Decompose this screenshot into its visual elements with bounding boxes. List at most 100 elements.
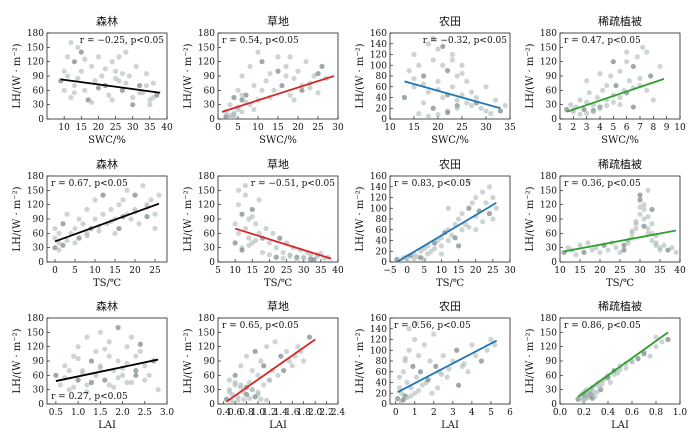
- y-tick-label: 60: [204, 229, 216, 239]
- data-point: [249, 367, 255, 374]
- data-point: [669, 245, 675, 251]
- data-point: [57, 382, 63, 388]
- y-tick-label: 180: [27, 29, 44, 39]
- y-tick-label: 90: [204, 215, 216, 225]
- data-point: [231, 94, 237, 101]
- y-tick-label: 60: [33, 371, 45, 381]
- data-point: [414, 320, 420, 326]
- y-tick-label: 40: [376, 379, 388, 389]
- data-point: [88, 358, 95, 364]
- y-tick-label: 90: [33, 215, 45, 225]
- data-point: [133, 63, 139, 70]
- x-tick-label: 1.6: [285, 408, 300, 418]
- data-point: [249, 214, 255, 220]
- data-point: [459, 62, 465, 68]
- y-tick-label: 120: [27, 343, 44, 353]
- data-point: [446, 366, 452, 372]
- data-point: [438, 371, 445, 378]
- data-point: [270, 230, 276, 236]
- data-point: [119, 71, 126, 77]
- data-point: [242, 192, 249, 198]
- data-point: [259, 87, 265, 93]
- panel-title: 农田: [439, 299, 461, 313]
- data-point: [116, 225, 122, 232]
- y-tick-label: 40: [376, 237, 388, 247]
- data-point: [421, 100, 427, 106]
- data-point: [88, 99, 95, 105]
- data-point: [243, 391, 250, 398]
- data-point: [600, 87, 606, 93]
- data-point: [415, 387, 422, 394]
- x-tick-label: 30: [298, 266, 310, 276]
- data-point: [301, 254, 307, 260]
- y-tick-label: 20: [376, 104, 388, 114]
- x-axis-label: SWC/%: [431, 135, 469, 146]
- data-point: [116, 202, 122, 208]
- data-point: [142, 363, 148, 369]
- x-axis-label: LAI: [611, 420, 629, 431]
- data-point: [124, 360, 130, 366]
- x-axis-label: TS/℃: [436, 278, 464, 289]
- data-point: [227, 102, 233, 108]
- data-point: [150, 80, 156, 86]
- y-tick-label: 100: [370, 204, 387, 214]
- data-point: [641, 223, 647, 229]
- data-point: [130, 102, 136, 108]
- data-point: [106, 382, 112, 388]
- y-tick-label: 30: [546, 386, 558, 396]
- y-tick-label: 30: [33, 101, 45, 111]
- data-point: [148, 197, 154, 203]
- data-point: [78, 49, 84, 55]
- data-point: [417, 369, 424, 375]
- x-tick-label: 2: [570, 123, 576, 133]
- y-tick-label: 20: [376, 389, 388, 399]
- data-point: [416, 111, 422, 117]
- data-point: [455, 243, 462, 249]
- data-point: [435, 46, 441, 52]
- data-point: [483, 84, 489, 90]
- y-tick-label: 90: [33, 72, 45, 82]
- data-point: [605, 247, 611, 253]
- data-point: [267, 71, 273, 77]
- correlation-annotation: r = 0.47, p<0.05: [564, 36, 641, 46]
- data-point: [568, 102, 574, 108]
- data-point: [246, 235, 252, 241]
- data-point: [412, 336, 418, 343]
- data-point: [645, 187, 651, 193]
- x-tick-label: 8: [650, 123, 656, 133]
- data-point: [653, 344, 659, 350]
- regression-line: [55, 358, 159, 382]
- data-point: [273, 245, 279, 251]
- data-point: [629, 359, 635, 365]
- panel-title: 草地: [267, 158, 289, 171]
- y-tick-label: 60: [376, 83, 388, 93]
- data-point: [271, 87, 277, 93]
- data-point: [266, 377, 273, 383]
- data-point: [95, 85, 102, 91]
- data-point: [143, 82, 150, 89]
- data-point: [255, 49, 261, 55]
- y-tick-label: 120: [27, 201, 44, 211]
- data-point: [488, 111, 494, 117]
- panel-12: 稀疏植被 0.0 0.2 0.4 0.6 0.8 1.0 0 30 60 90 120 150 180 LA…: [525, 299, 687, 431]
- y-tick-label: 120: [370, 51, 387, 61]
- data-point: [226, 377, 233, 383]
- data-point: [152, 225, 158, 232]
- y-tick-label: 40: [376, 94, 388, 104]
- y-tick-label: 60: [546, 86, 558, 96]
- data-point: [644, 49, 650, 55]
- data-point: [406, 68, 412, 74]
- y-tick-label: 150: [27, 186, 44, 196]
- data-point: [88, 63, 95, 70]
- y-tick-label: 0: [551, 400, 557, 410]
- data-point: [431, 331, 437, 337]
- data-point: [479, 189, 486, 195]
- data-point: [108, 206, 114, 213]
- y-axis-label: LH/(W · m⁻²): [12, 186, 23, 251]
- x-tick-label: 10: [89, 266, 101, 276]
- data-point: [597, 71, 603, 77]
- data-point: [266, 252, 273, 258]
- data-point: [128, 216, 134, 222]
- y-tick-label: 60: [376, 368, 388, 378]
